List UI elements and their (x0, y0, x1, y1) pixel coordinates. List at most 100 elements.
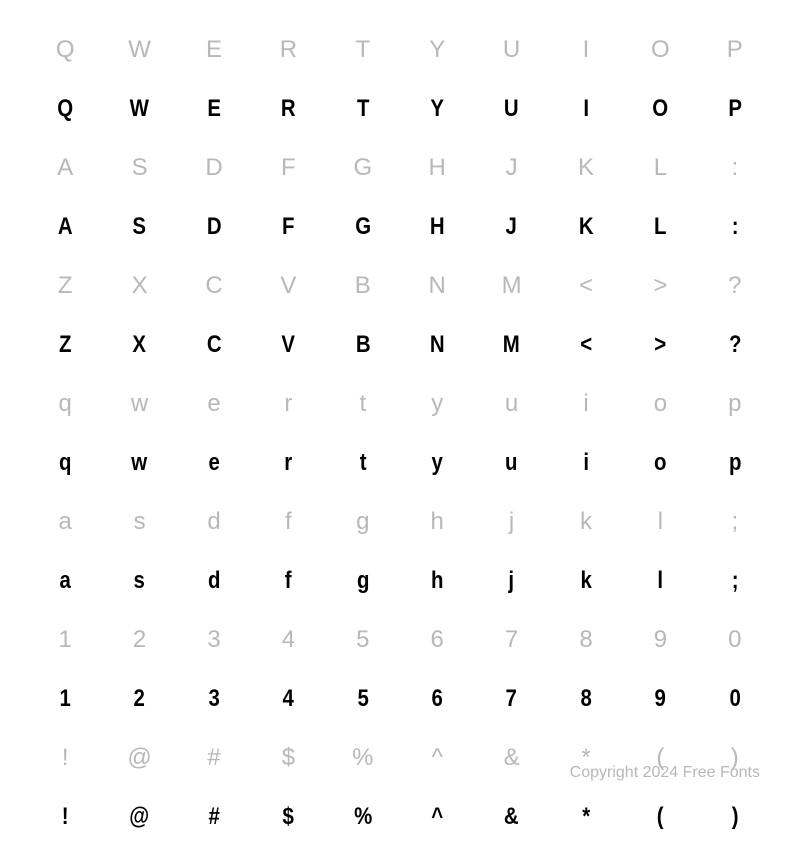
char-cell: C (177, 256, 251, 315)
char-cell: u (480, 433, 543, 492)
char-cell: y (400, 374, 474, 433)
char-cell: ! (28, 728, 102, 787)
char-cell: P (698, 20, 772, 79)
char-cell: N (400, 256, 474, 315)
char-cell: a (34, 551, 97, 610)
char-cell: B (331, 315, 394, 374)
char-cell: E (182, 79, 245, 138)
char-cell: T (326, 20, 400, 79)
copyright-text: Copyright 2024 Free Fonts (570, 764, 760, 782)
char-cell: s (102, 492, 176, 551)
char-cell: ; (698, 492, 772, 551)
char-cell: I (549, 20, 623, 79)
char-cell: ! (34, 787, 97, 846)
char-cell: ^ (406, 787, 469, 846)
char-cell: 6 (406, 669, 469, 728)
char-cell: N (406, 315, 469, 374)
char-cell: < (549, 256, 623, 315)
char-cell: G (326, 138, 400, 197)
char-cell: 7 (474, 610, 548, 669)
char-cell: E (177, 20, 251, 79)
char-cell: u (474, 374, 548, 433)
char-cell: p (703, 433, 766, 492)
char-cell: 2 (108, 669, 171, 728)
char-cell: @ (108, 787, 171, 846)
char-cell: ? (698, 256, 772, 315)
char-cell: F (251, 138, 325, 197)
char-cell: T (331, 79, 394, 138)
char-cell: ; (703, 551, 766, 610)
char-cell: ( (629, 787, 692, 846)
char-cell: t (326, 374, 400, 433)
char-cell: > (629, 315, 692, 374)
char-cell: h (400, 492, 474, 551)
char-cell: f (251, 492, 325, 551)
char-cell: 5 (326, 610, 400, 669)
char-cell: w (108, 433, 171, 492)
char-cell: O (623, 20, 697, 79)
char-cell: 9 (623, 610, 697, 669)
char-cell: I (554, 79, 617, 138)
char-cell: r (251, 374, 325, 433)
char-cell: S (102, 138, 176, 197)
char-cell: F (257, 197, 320, 256)
char-cell: G (331, 197, 394, 256)
char-cell: 4 (251, 610, 325, 669)
char-cell: l (629, 551, 692, 610)
char-cell: 4 (257, 669, 320, 728)
char-cell: g (326, 492, 400, 551)
char-cell: Q (28, 20, 102, 79)
char-cell: $ (251, 728, 325, 787)
char-cell: L (629, 197, 692, 256)
char-cell: i (554, 433, 617, 492)
char-cell: < (554, 315, 617, 374)
char-cell: 3 (177, 610, 251, 669)
char-cell: s (108, 551, 171, 610)
char-cell: a (28, 492, 102, 551)
char-cell: P (703, 79, 766, 138)
char-cell: d (177, 492, 251, 551)
char-cell: Z (28, 256, 102, 315)
char-cell: & (474, 728, 548, 787)
char-cell: M (480, 315, 543, 374)
char-cell: i (549, 374, 623, 433)
char-cell: Y (400, 20, 474, 79)
char-cell: R (257, 79, 320, 138)
char-cell: S (108, 197, 171, 256)
char-cell: 6 (400, 610, 474, 669)
char-cell: U (474, 20, 548, 79)
char-cell: K (554, 197, 617, 256)
char-cell: q (28, 374, 102, 433)
char-cell: ^ (400, 728, 474, 787)
char-cell: : (698, 138, 772, 197)
char-cell: k (549, 492, 623, 551)
char-cell: % (331, 787, 394, 846)
char-cell: p (698, 374, 772, 433)
char-cell: V (257, 315, 320, 374)
char-cell: 1 (34, 669, 97, 728)
char-cell: D (177, 138, 251, 197)
char-cell: 8 (554, 669, 617, 728)
char-cell: h (406, 551, 469, 610)
char-cell: o (623, 374, 697, 433)
char-cell: : (703, 197, 766, 256)
char-cell: C (182, 315, 245, 374)
char-cell: J (474, 138, 548, 197)
char-cell: g (331, 551, 394, 610)
char-cell: l (623, 492, 697, 551)
char-cell: H (406, 197, 469, 256)
character-map-grid: QWERTYUIOPQWERTYUIOPASDFGHJKL:ASDFGHJKL:… (0, 0, 800, 846)
char-cell: e (177, 374, 251, 433)
char-cell: ? (703, 315, 766, 374)
char-cell: J (480, 197, 543, 256)
char-cell: A (28, 138, 102, 197)
char-cell: K (549, 138, 623, 197)
char-cell: f (257, 551, 320, 610)
char-cell: A (34, 197, 97, 256)
char-cell: % (326, 728, 400, 787)
char-cell: Q (34, 79, 97, 138)
char-cell: j (480, 551, 543, 610)
char-cell: 1 (28, 610, 102, 669)
char-cell: e (182, 433, 245, 492)
char-cell: r (257, 433, 320, 492)
